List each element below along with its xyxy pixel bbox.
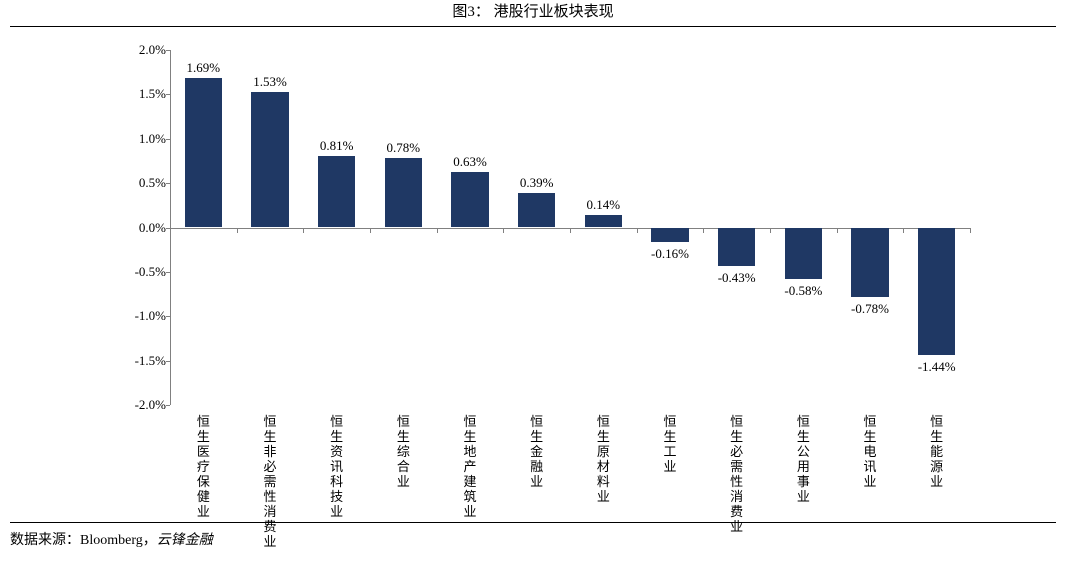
x-tick-mark [970,228,971,233]
y-tick-mark [166,272,170,273]
bar [585,215,622,227]
x-category-label: 恒生金融业 [529,415,545,490]
x-tick-mark [903,228,904,233]
plot-area: -2.0%-1.5%-1.0%-0.5%0.0%0.5%1.0%1.5%2.0%… [170,50,970,405]
x-tick-mark [770,228,771,233]
bar-value-label: -0.78% [851,301,889,317]
x-category-label: 恒生电讯业 [862,415,878,490]
x-tick-mark [170,228,171,233]
x-category-label: 恒生医疗保健业 [195,415,211,520]
bar-value-label: 0.63% [453,154,487,170]
bar [651,228,688,242]
bar-value-label: 0.14% [587,197,621,213]
bar-value-label: 0.81% [320,138,354,154]
x-category-label: 恒生原材料业 [595,415,611,505]
bar-value-label: 0.39% [520,175,554,191]
bar-value-label: -0.43% [718,270,756,286]
y-tick-label: -0.5% [120,264,166,280]
source-value: Bloomberg， [80,533,157,548]
y-tick-label: 1.0% [120,131,166,147]
x-tick-mark [370,228,371,233]
x-category-label: 恒生资讯科技业 [329,415,345,520]
y-tick-mark [166,316,170,317]
y-tick-mark [166,405,170,406]
source-row: 数据来源：Bloomberg，云锋金融 [10,522,1056,549]
y-tick-label: -1.5% [120,353,166,369]
y-tick-label: -2.0% [120,397,166,413]
bar [318,156,355,228]
x-tick-mark [703,228,704,233]
y-tick-label: -1.0% [120,308,166,324]
x-category-label: 恒生工业 [662,415,678,475]
x-tick-mark [503,228,504,233]
x-category-label: 恒生必需性消费业 [729,415,745,535]
source-suffix: 云锋金融 [157,533,213,548]
bar-value-label: 1.53% [253,74,287,90]
x-tick-mark [237,228,238,233]
x-tick-mark [637,228,638,233]
bar [851,228,888,297]
x-tick-mark [570,228,571,233]
bar-value-label: 1.69% [187,60,221,76]
x-category-label: 恒生综合业 [395,415,411,490]
bar [918,228,955,356]
bar [385,158,422,227]
y-tick-mark [166,361,170,362]
x-tick-mark [837,228,838,233]
y-tick-label: 2.0% [120,42,166,58]
x-category-label: 恒生公用事业 [795,415,811,505]
figure-container: 图3： 港股行业板块表现 -2.0%-1.5%-1.0%-0.5%0.0%0.5… [0,0,1066,561]
figure-title: 图3： 港股行业板块表现 [0,0,1066,24]
y-tick-label: 1.5% [120,86,166,102]
chart-area: -2.0%-1.5%-1.0%-0.5%0.0%0.5%1.0%1.5%2.0%… [110,50,970,405]
bar-value-label: 0.78% [387,140,421,156]
bar [785,228,822,279]
x-tick-mark [303,228,304,233]
source-label: 数据来源： [10,533,80,548]
bar-value-label: -0.58% [784,283,822,299]
x-category-label: 恒生能源业 [929,415,945,490]
bar-value-label: -1.44% [918,359,956,375]
y-tick-label: 0.0% [120,220,166,236]
bar [518,193,555,228]
bar [251,92,288,228]
y-tick-mark [166,183,170,184]
bar-value-label: -0.16% [651,246,689,262]
y-tick-mark [166,139,170,140]
y-tick-mark [166,94,170,95]
y-tick-mark [166,50,170,51]
x-tick-mark [437,228,438,233]
bar [185,78,222,228]
y-tick-label: 0.5% [120,175,166,191]
x-category-label: 恒生地产建筑业 [462,415,478,520]
bar [451,172,488,228]
title-rule [10,26,1056,27]
bar [718,228,755,266]
